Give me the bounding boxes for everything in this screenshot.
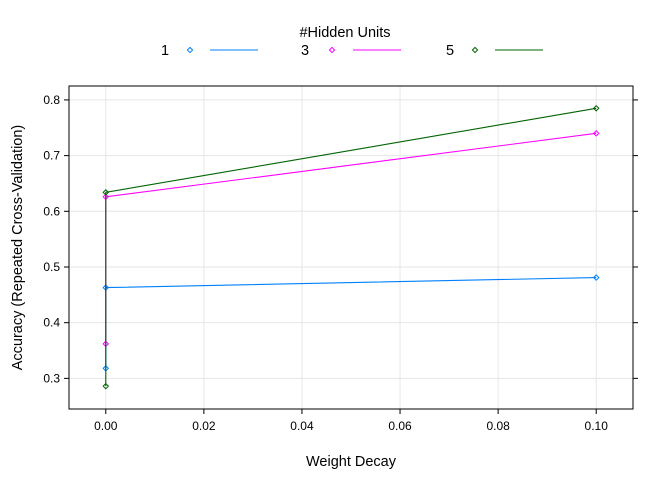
data-point <box>592 104 600 112</box>
y-tick-label: 0.6 <box>43 204 60 218</box>
data-point <box>592 274 600 281</box>
legend-label: 3 <box>301 43 309 59</box>
legend: #Hidden Units 1 3 5 <box>161 25 543 59</box>
x-tick-label: 0.04 <box>290 419 314 433</box>
y-axis-title: Accuracy (Repeated Cross-Validation) <box>10 125 26 371</box>
grid <box>69 86 633 409</box>
data-point <box>592 130 600 137</box>
series-3 <box>102 130 600 348</box>
series-line <box>105 132 597 344</box>
legend-marker <box>186 46 194 54</box>
x-tick-label: 0.10 <box>585 419 609 433</box>
y-tick-label: 0.7 <box>43 149 60 163</box>
legend-item-5: 5 <box>446 43 543 59</box>
legend-marker <box>328 46 336 54</box>
y-tick-label: 0.5 <box>43 260 60 274</box>
x-tick-label: 0.00 <box>94 419 118 433</box>
y-tick-label: 0.4 <box>43 316 60 330</box>
legend-title: #Hidden Units <box>299 25 390 41</box>
legend-item-1: 1 <box>161 43 258 59</box>
x-tick-label: 0.06 <box>388 419 412 433</box>
legend-marker <box>471 46 479 54</box>
x-tick-label: 0.08 <box>486 419 510 433</box>
axis-ticks: 0.00 0.02 0.04 0.06 0.08 0.10 0.3 0.4 0.5 0.6 0.7 0… <box>43 93 638 433</box>
y-tick-label: 0.3 <box>43 371 60 385</box>
data-point <box>102 382 110 390</box>
legend-item-3: 3 <box>301 43 401 59</box>
data-point <box>102 189 110 196</box>
x-tick-label: 0.02 <box>192 419 216 433</box>
legend-label: 1 <box>161 43 169 59</box>
series <box>102 104 600 390</box>
plot-frame <box>68 85 634 410</box>
series-5 <box>102 104 600 390</box>
x-axis-title: Weight Decay <box>306 454 397 470</box>
series-line <box>105 107 597 387</box>
y-tick-label: 0.8 <box>43 93 60 107</box>
legend-label: 5 <box>446 43 454 59</box>
